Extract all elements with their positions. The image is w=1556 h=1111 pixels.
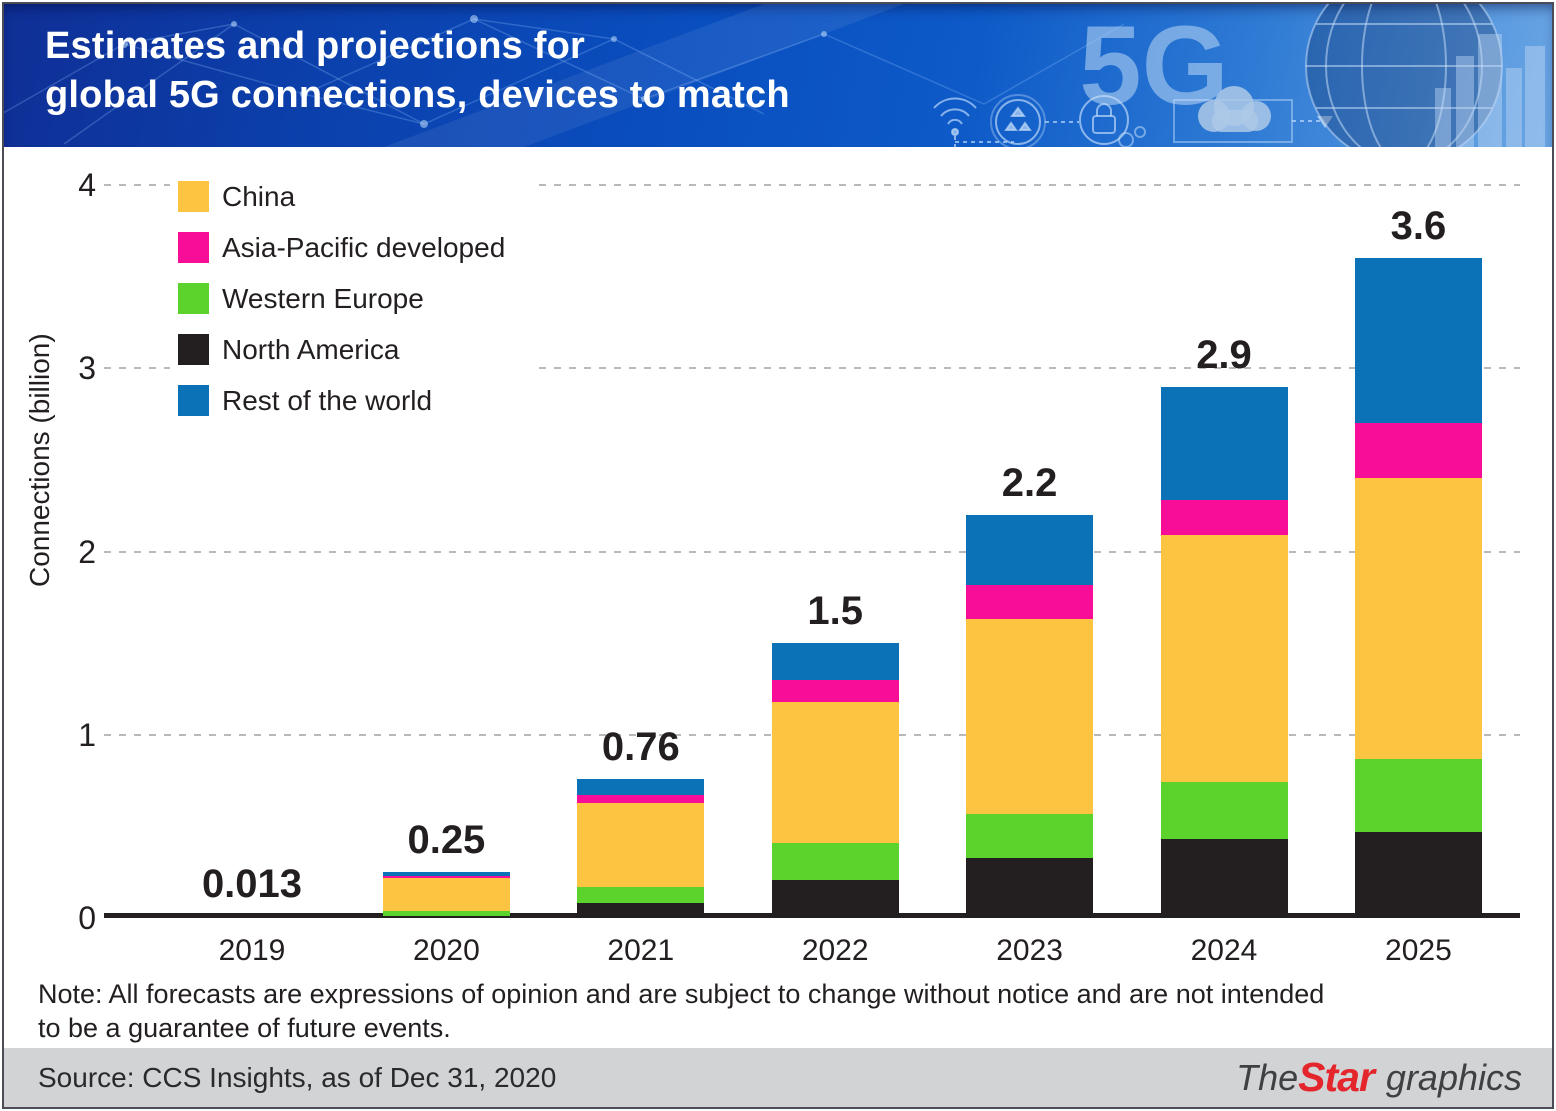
y-axis-title: Connections (billion) [24, 333, 55, 587]
lock-icon [1079, 95, 1129, 145]
legend-swatch [178, 334, 209, 365]
bar-segment-2022-asia-pacific-developed [771, 679, 899, 702]
legend-label: Western Europe [222, 282, 424, 314]
bar-segment-2020-western-europe [382, 910, 510, 917]
x-tick-label: 2023 [996, 934, 1063, 967]
legend-swatch [178, 283, 209, 314]
legend-item-western-europe: Western Europe [178, 273, 505, 324]
gridline-3 [104, 367, 1520, 370]
y-tick-label: 4 [78, 167, 96, 204]
bar-segment-2023-western-europe [966, 813, 1094, 858]
bar-segment-2022-rest-of-the-world [771, 643, 899, 680]
bar-segment-2025-western-europe [1354, 758, 1482, 832]
network-mesh [4, 18, 1125, 145]
bar-segment-2025-rest-of-the-world [1354, 258, 1482, 424]
banner-decoration: 5G [4, 4, 1545, 147]
bar-total-label: 2.2 [1001, 460, 1058, 505]
bar-segment-2021-north-america [577, 903, 705, 918]
bar-total-label: 0.013 [201, 861, 303, 906]
connector-line [954, 136, 1014, 147]
stacked-bar-chart: 0 1 2 3 4 0.013 2019 0.25 2020 0.76 2021 1.5 2022 2.2… [0, 147, 1556, 1111]
bar-segment-2023-china [966, 619, 1094, 814]
legend-swatch [178, 232, 209, 263]
network-nodes [120, 15, 827, 128]
x-tick-label: 2024 [1190, 934, 1258, 967]
bar-segment-2022-western-europe [771, 842, 899, 880]
bar-total-label: 0.25 [407, 818, 486, 863]
source-bar: Source: CCS Insights, as of Dec 31, 2020… [4, 1048, 1552, 1107]
bar-segment-2024-north-america [1160, 839, 1288, 918]
bar-segment-2024-asia-pacific-developed [1160, 500, 1288, 536]
bar-segment-2023-rest-of-the-world [966, 514, 1094, 585]
legend-label: China [222, 180, 296, 212]
y-tick-label: 2 [78, 533, 96, 570]
legend-label: Asia-Pacific developed [222, 231, 506, 263]
y-tick-label: 3 [78, 350, 96, 387]
bar-segment-2025-asia-pacific-developed [1354, 423, 1482, 479]
footnote: Note: All forecasts are expressions of o… [38, 979, 1325, 1043]
brand-logo: The Star graphics [1236, 1048, 1522, 1107]
y-tick-label: 0 [78, 900, 96, 936]
bar-total-label: 3.6 [1390, 204, 1447, 249]
gridline-2 [104, 550, 1520, 553]
gear-icon [1118, 126, 1146, 147]
bar-total-label: 0.76 [601, 724, 680, 769]
source-text: Source: CCS Insights, as of Dec 31, 2020 [38, 1061, 557, 1093]
cloud-icon [1198, 86, 1271, 132]
chart-legend: China Asia-Pacific developed Western Europ… [170, 165, 532, 432]
y-tick-label: 1 [78, 716, 96, 753]
bar-segment-2024-china [1160, 535, 1288, 783]
people-icon [990, 94, 1046, 147]
bar-segment-2019-north-america [188, 915, 316, 918]
bar-segment-2021-asia-pacific-developed [577, 795, 705, 803]
bar-segment-2020-north-america [382, 916, 510, 918]
x-tick-label: 2019 [218, 934, 286, 967]
city-skyline [1435, 34, 1545, 147]
bar-segment-2023-north-america [966, 857, 1094, 918]
legend-swatch [178, 385, 209, 416]
legend-swatch [178, 181, 209, 212]
bar-segment-2020-asia-pacific-developed [382, 875, 510, 878]
legend-label: North America [222, 333, 400, 365]
gridline-4 [104, 184, 1520, 187]
bar-total-label: 2.9 [1196, 332, 1252, 377]
wifi-icon [933, 97, 977, 136]
title-line-2: global 5G connections, devices to match [45, 74, 790, 116]
title-line-1: Estimates and projections for [45, 25, 586, 67]
bar-segment-2021-western-europe [577, 886, 705, 904]
bar-segment-2023-asia-pacific-developed [966, 584, 1094, 620]
legend-item-rest-of-the-world: Rest of the world [178, 375, 505, 426]
globe-icon [1305, 4, 1503, 147]
legend-item-asia-pacific-developed: Asia-Pacific developed [178, 222, 505, 273]
legend-item-china: China [178, 171, 505, 222]
bar-segment-2022-china [771, 701, 899, 843]
bar-segment-2020-rest-of-the-world [382, 872, 510, 876]
x-tick-label: 2025 [1385, 934, 1452, 967]
bar-segment-2021-china [577, 802, 705, 887]
bar-segment-2021-rest-of-the-world [577, 778, 705, 796]
brand-graphics: graphics [1385, 1056, 1522, 1098]
header-banner: 5G [4, 4, 1552, 147]
bar-segment-2025-north-america [1354, 831, 1482, 918]
bar-segment-2025-china [1354, 478, 1482, 759]
light-streak [384, 4, 904, 147]
brand-star: Star [1298, 1054, 1375, 1100]
page-title: Estimates and projections for global 5G … [45, 22, 790, 120]
brand-the: The [1236, 1056, 1299, 1098]
x-tick-label: 2021 [607, 934, 675, 967]
legend-label: Rest of the world [222, 384, 433, 416]
bar-total-label: 1.5 [807, 589, 863, 634]
bar-segment-2020-china [382, 877, 510, 911]
legend-item-north-america: North America [178, 324, 505, 375]
x-tick-label: 2020 [413, 934, 480, 967]
bar-segment-2024-rest-of-the-world [1160, 386, 1288, 501]
bar-segment-2024-western-europe [1160, 782, 1288, 840]
bar-segment-2022-north-america [771, 879, 899, 918]
x-tick-label: 2022 [801, 934, 869, 967]
